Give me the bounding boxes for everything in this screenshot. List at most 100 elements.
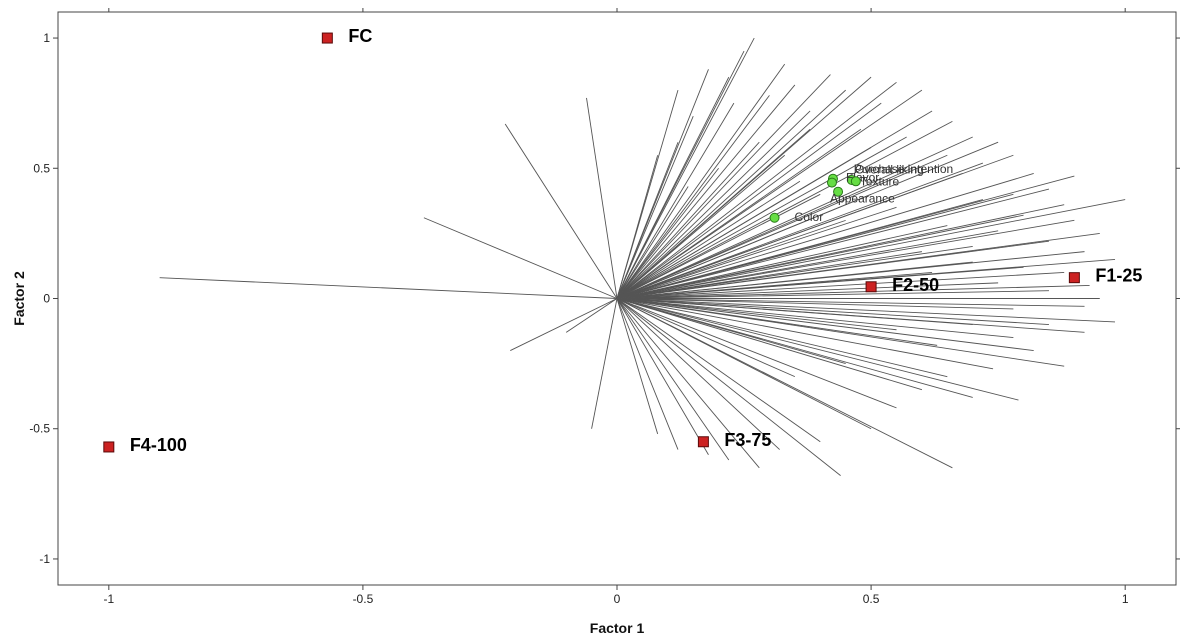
attribute-point — [769, 212, 780, 223]
consumer-vector — [616, 298, 953, 469]
consumer-vector — [616, 298, 679, 450]
consumer-vector — [586, 97, 618, 299]
consumer-vector — [616, 298, 1085, 307]
y-tick-label: 1 — [43, 31, 50, 45]
consumer-vector — [616, 290, 1049, 299]
x-tick-label: 1 — [1122, 592, 1129, 606]
consumer-vector — [616, 285, 1090, 299]
y-tick-label: 0 — [43, 292, 50, 306]
attribute-label: Appearance — [830, 192, 895, 206]
axis-ticks: -1 -0.5 0 0.5 1 -1 -0.5 0 0.5 1 — [29, 8, 1180, 606]
consumer-vector — [616, 142, 679, 299]
consumer-vector — [616, 298, 780, 450]
consumer-vector — [616, 298, 1019, 401]
consumer-vector — [616, 298, 948, 378]
consumer-vector — [616, 186, 689, 299]
consumer-vector — [616, 199, 1126, 299]
consumer-vector — [616, 167, 719, 299]
attribute-label: Color — [795, 210, 824, 224]
consumer-vector — [616, 298, 994, 370]
consumer-vector — [616, 37, 755, 299]
consumer-vector — [616, 141, 760, 299]
consumer-vector — [616, 298, 923, 391]
consumer-vector — [510, 298, 618, 351]
product-label: F3-75 — [724, 430, 771, 450]
consumer-vector — [616, 298, 760, 469]
attribute-point — [833, 186, 844, 197]
consumer-vector — [616, 219, 1075, 299]
product-label: F4-100 — [130, 435, 187, 455]
consumer-vector — [616, 298, 841, 476]
product-label: F1-25 — [1095, 266, 1142, 286]
consumer-vector — [616, 298, 1014, 310]
product-point — [697, 436, 709, 448]
attribute-label: Overall liking — [855, 163, 924, 177]
product-point — [1068, 272, 1080, 284]
consumer-vector — [616, 173, 963, 299]
consumer-vector — [616, 230, 999, 299]
consumer-vector — [616, 193, 872, 299]
product-point — [321, 32, 333, 44]
consumer-vector — [616, 102, 735, 299]
consumer-vector — [616, 298, 846, 365]
x-tick-label: -0.5 — [353, 592, 374, 606]
consumer-vector — [616, 76, 730, 299]
x-axis-title: Factor 1 — [590, 620, 645, 636]
consumer-vector — [616, 298, 730, 461]
consumer-vector — [616, 188, 1050, 299]
consumer-vector — [616, 110, 811, 299]
attribute-point — [850, 176, 861, 187]
consumer-vector — [616, 74, 831, 299]
consumer-vector — [616, 298, 938, 346]
consumer-vector — [616, 63, 786, 299]
x-tick-label: 0.5 — [863, 592, 880, 606]
y-tick-label: 0.5 — [33, 161, 50, 175]
consumer-vector — [616, 193, 821, 299]
consumer-vector — [616, 214, 1024, 299]
consumer-vector — [616, 251, 922, 299]
product-label: FC — [348, 26, 372, 46]
consumer-vector — [565, 298, 618, 333]
consumer-vector — [616, 282, 999, 299]
consumer-vector — [616, 298, 709, 456]
consumer-vector — [616, 298, 897, 409]
consumer-vector — [616, 298, 897, 331]
consumer-vector — [159, 277, 618, 299]
y-axis-title: Factor 2 — [11, 271, 27, 326]
consumer-vector — [616, 136, 973, 299]
consumer-vector — [616, 147, 872, 299]
consumer-vector — [616, 298, 796, 378]
consumer-vector — [616, 136, 907, 299]
consumer-vector — [616, 225, 948, 299]
attribute-label: Purchase intention — [854, 162, 953, 176]
consumer-vector — [616, 272, 933, 299]
consumer-vector — [616, 84, 796, 299]
consumer-vector — [616, 219, 846, 299]
consumer-vector — [591, 298, 618, 429]
consumer-vector — [423, 217, 618, 299]
y-tick-label: -0.5 — [29, 422, 50, 436]
consumer-vector — [616, 298, 659, 435]
consumer-vector — [616, 128, 811, 299]
consumer-vector — [616, 173, 1034, 299]
product-points: FC F1-25 F2-50 F3-75 F4-100 — [103, 26, 1142, 455]
attribute-label: Texture — [860, 174, 900, 188]
consumer-vector — [616, 199, 984, 299]
y-tick-label: -1 — [39, 552, 50, 566]
consumer-vector — [616, 240, 1050, 299]
consumer-vector — [616, 298, 973, 325]
product-point — [103, 441, 115, 453]
product-point — [865, 281, 877, 293]
consumer-vector — [616, 128, 862, 299]
consumer-vector — [616, 81, 897, 299]
consumer-vector — [616, 298, 1014, 339]
consumer-vector — [616, 102, 882, 299]
consumer-vector — [616, 298, 1034, 352]
consumer-vector — [616, 261, 973, 299]
consumer-vector — [616, 298, 1116, 323]
consumer-vector — [616, 95, 770, 299]
consumer-vector — [504, 123, 618, 299]
consumer-vector — [616, 116, 694, 299]
